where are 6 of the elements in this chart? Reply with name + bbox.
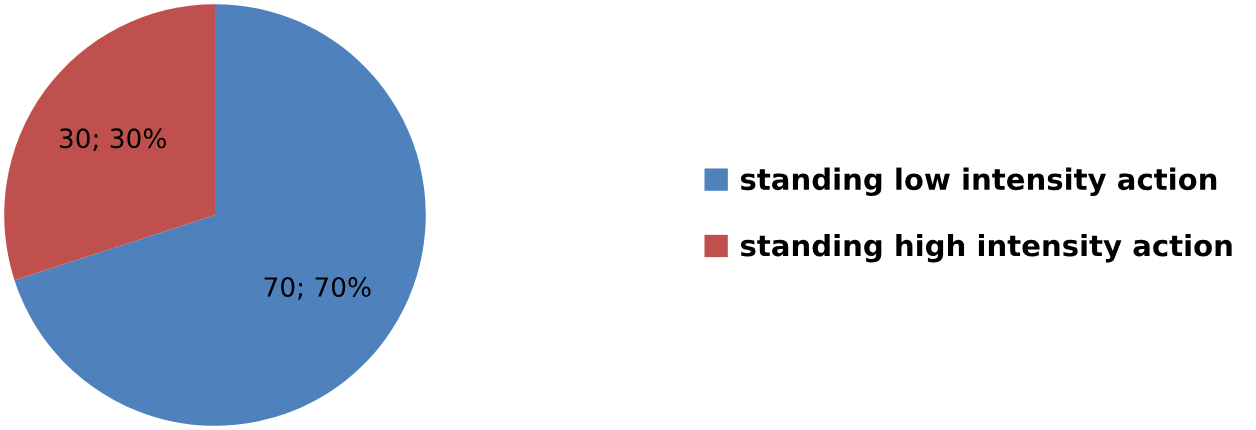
data-label: 30; 30% xyxy=(59,128,166,152)
legend-label: standing low intensity action xyxy=(741,167,1217,197)
pie-slice xyxy=(4,4,215,281)
data-label: 70; 70% xyxy=(264,277,371,300)
legend-label: standing high intensity action xyxy=(741,233,1232,263)
pie-slice xyxy=(14,4,426,426)
